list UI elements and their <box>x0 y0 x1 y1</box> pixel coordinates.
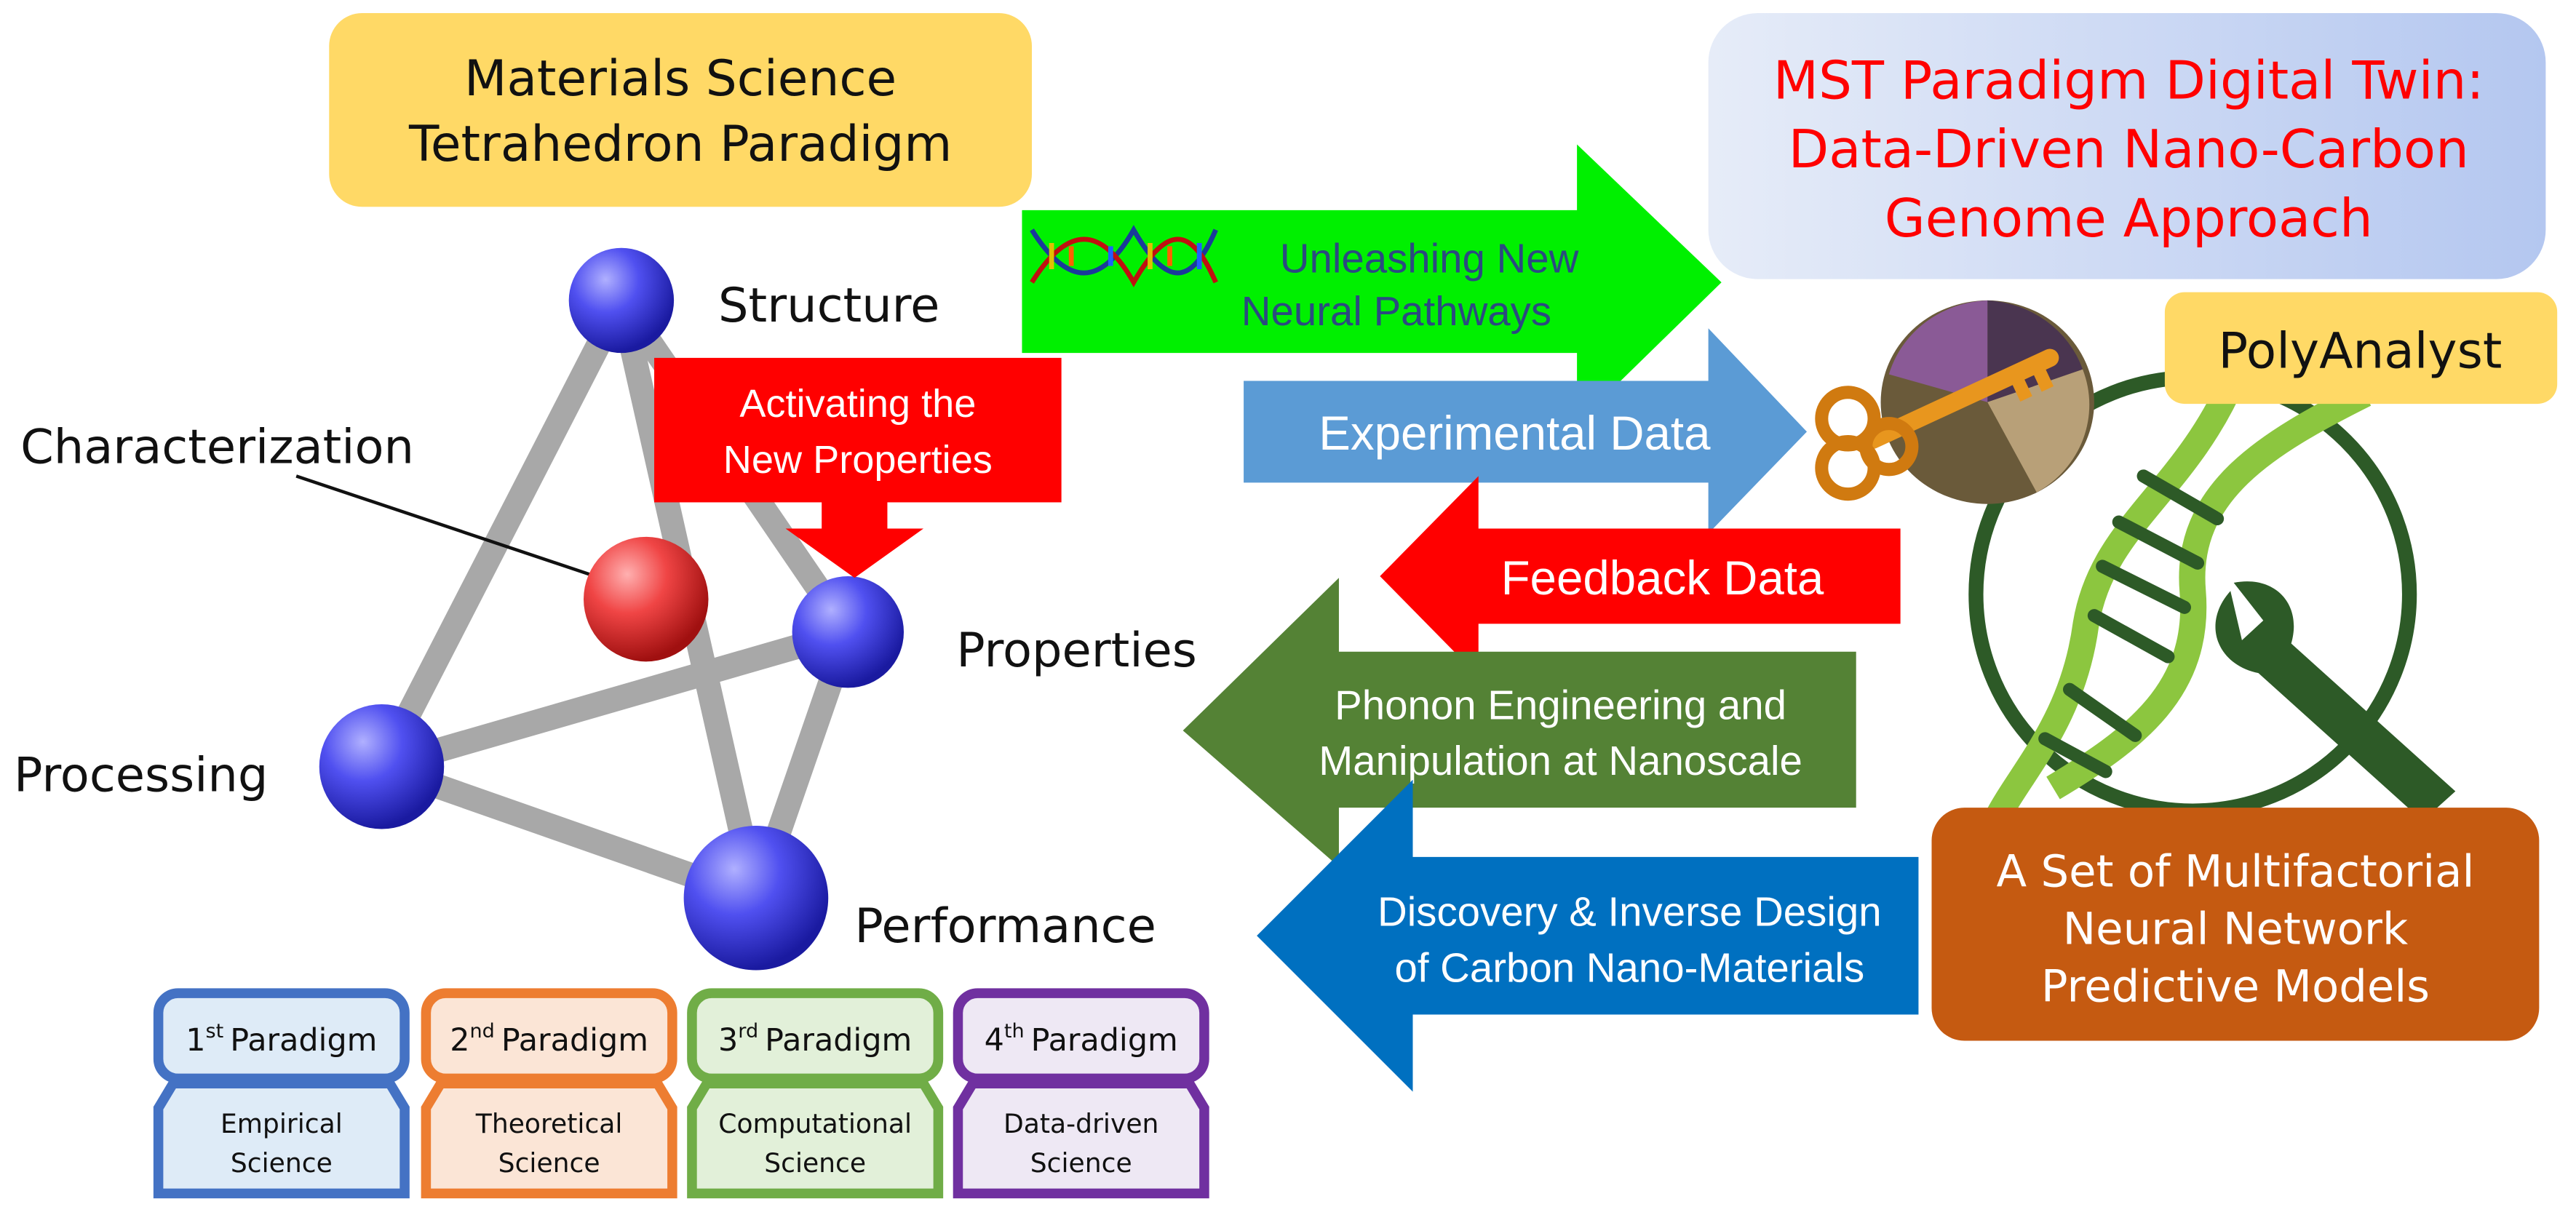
experimental-data-arrow: Experimental Data <box>1244 328 1808 534</box>
experimental-data-label: Experimental Data <box>1319 407 1711 460</box>
paradigm-ordinal-suffix: st <box>206 1020 224 1043</box>
performance-node <box>683 825 829 971</box>
materials-title-line-2: Tetrahedron Paradigm <box>408 115 952 172</box>
paradigm-science-line: Data-driven <box>1003 1108 1158 1139</box>
characterization-node <box>584 536 709 662</box>
characterization-label: Characterization <box>20 419 414 474</box>
callout-down-arrow <box>785 501 924 578</box>
paradigm-body <box>153 1078 410 1199</box>
paradigm-word: Paradigm <box>230 1022 377 1059</box>
materials-title-line-1: Materials Science <box>464 49 897 107</box>
neural-line-1: Unleashing New <box>1280 236 1579 282</box>
feedback-data-label: Feedback Data <box>1501 551 1824 605</box>
paradigm-card-2: 2nd Paradigm Theoretical Science <box>421 988 677 1199</box>
paradigm-card-4: 4th Paradigm Data-driven Science <box>953 988 1209 1199</box>
discovery-line-1: Discovery & Inverse Design <box>1378 889 1882 935</box>
digital-twin-line-3: Genome Approach <box>1885 188 2373 250</box>
performance-label: Performance <box>854 899 1156 954</box>
predictive-models-box: A Set of Multifactorial Neural Network P… <box>1931 808 2540 1041</box>
tetrahedron: Structure Characterization Properties Pr… <box>14 247 1197 971</box>
paradigm-word: Paradigm <box>765 1022 912 1059</box>
paradigm-cards: 1st Paradigm Empirical Science 2nd Paradigm Th… <box>153 988 1209 1199</box>
paradigm-word: Paradigm <box>501 1022 648 1059</box>
neural-pathways-arrow: Unleashing New Neural Pathways <box>1022 144 1722 424</box>
models-line-1: A Set of Multifactorial <box>1996 845 2474 897</box>
models-line-3: Predictive Models <box>2041 960 2430 1012</box>
properties-node <box>792 575 905 688</box>
paradigm-ordinal-suffix: rd <box>738 1020 758 1043</box>
neural-line-2: Neural Pathways <box>1241 288 1551 334</box>
callout-line-2: New Properties <box>723 438 993 482</box>
dna-strand-icon <box>1030 225 1218 287</box>
paradigm-ordinal: 1 <box>186 1022 205 1059</box>
digital-twin-line-1: MST Paradigm Digital Twin: <box>1773 50 2484 111</box>
paradigm-ordinal: 3 <box>718 1022 738 1059</box>
paradigm-ordinal-suffix: th <box>1004 1020 1025 1043</box>
callout-line-1: Activating the <box>739 382 976 426</box>
structure-node <box>568 247 675 354</box>
paradigm-title: 2nd Paradigm <box>450 1020 648 1059</box>
paradigm-body <box>687 1078 944 1199</box>
paradigm-ordinal-suffix: nd <box>470 1020 495 1043</box>
discovery-design-arrow: Discovery & Inverse Design of Carbon Nan… <box>1257 779 1919 1092</box>
paradigm-science-line: Science <box>1030 1147 1132 1179</box>
paradigm-title: 4th Paradigm <box>985 1020 1178 1059</box>
discovery-line-2: of Carbon Nano-Materials <box>1394 944 1864 990</box>
paradigm-science-line: Science <box>231 1147 333 1179</box>
paradigm-card-3: 3rd Paradigm Computational Science <box>687 988 944 1199</box>
polyanalyst-label: PolyAnalyst <box>2218 322 2502 379</box>
paradigm-ordinal: 4 <box>985 1022 1004 1059</box>
paradigm-science-line: Empirical <box>220 1108 343 1139</box>
materials-science-box: Materials Science Tetrahedron Paradigm <box>329 13 1033 207</box>
polyanalyst-box: PolyAnalyst <box>2164 292 2558 405</box>
paradigm-science-line: Computational <box>718 1108 912 1139</box>
activating-properties-callout: Activating the New Properties <box>654 357 1062 578</box>
phonon-line-1: Phonon Engineering and <box>1335 682 1786 728</box>
paradigm-word: Paradigm <box>1031 1022 1178 1059</box>
processing-node <box>319 704 445 829</box>
paradigm-ordinal: 2 <box>450 1022 469 1059</box>
paradigm-science-line: Science <box>764 1147 866 1179</box>
paradigm-body <box>953 1078 1209 1199</box>
paradigm-title: 1st Paradigm <box>186 1020 377 1059</box>
pie-chart-icon <box>1880 300 2094 504</box>
digital-twin-box: MST Paradigm Digital Twin: Data-Driven N… <box>1708 13 2546 279</box>
phonon-engineering-arrow: Phonon Engineering and Manipulation at N… <box>1182 578 1856 867</box>
properties-label: Properties <box>956 623 1197 678</box>
characterization-leader-line <box>295 474 601 580</box>
paradigm-card-1: 1st Paradigm Empirical Science <box>153 988 410 1199</box>
structure-label: Structure <box>718 278 939 333</box>
dna-wrench-logo <box>1968 370 2456 827</box>
wrench-icon <box>2215 581 2456 821</box>
paradigm-science-line: Theoretical <box>475 1108 623 1139</box>
key-icon <box>1815 348 2059 501</box>
processing-label: Processing <box>14 748 268 803</box>
paradigm-title: 3rd Paradigm <box>718 1020 912 1059</box>
paradigm-body <box>421 1078 677 1199</box>
feedback-data-arrow: Feedback Data <box>1380 476 1901 677</box>
paradigm-science-line: Science <box>498 1147 600 1179</box>
digital-twin-line-2: Data-Driven Nano-Carbon <box>1789 119 2469 180</box>
phonon-line-2: Manipulation at Nanoscale <box>1319 738 1802 784</box>
models-line-2: Neural Network <box>2063 903 2409 955</box>
